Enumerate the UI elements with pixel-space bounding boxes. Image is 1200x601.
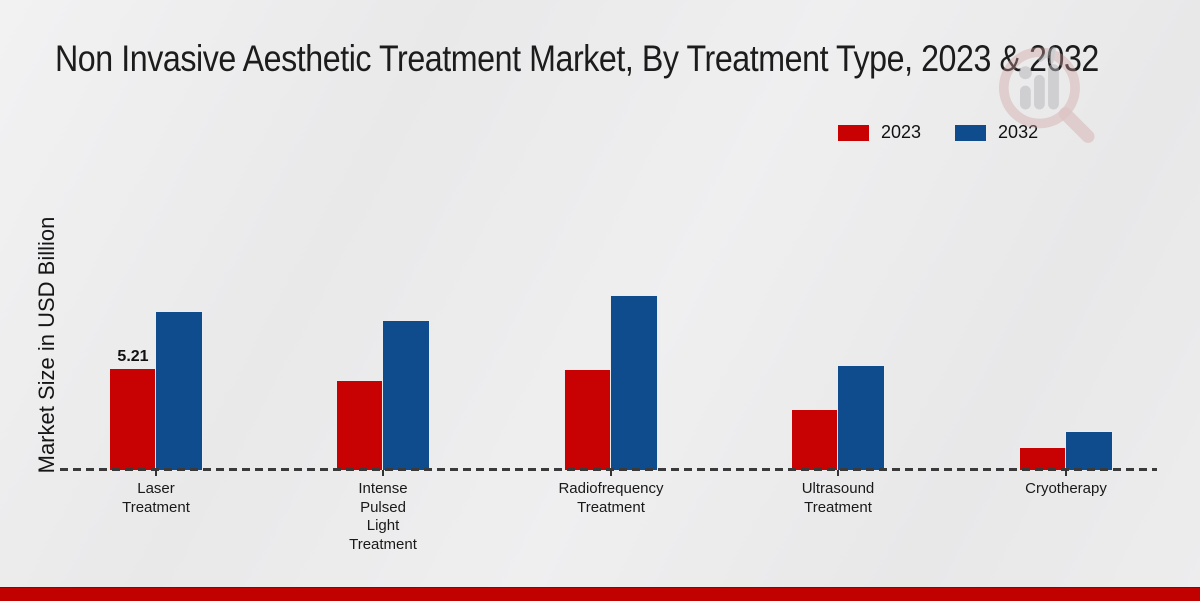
x-axis-tick-2	[382, 470, 384, 476]
bar-2023-laser-treatment	[109, 368, 157, 471]
legend-swatch-2032	[955, 124, 987, 141]
bar-2032-radiofrequency-treatment	[610, 295, 658, 471]
bar-2023-intense-pulsed-light-treatment	[336, 380, 384, 471]
bar-2023-cryotherapy	[1019, 447, 1067, 471]
bar-2032-cryotherapy	[1065, 431, 1113, 471]
legend-swatch-2023	[838, 124, 869, 141]
x-axis-baseline	[60, 468, 1157, 471]
legend-label-2023: 2023	[881, 122, 922, 142]
chart-title: Non Invasive Aesthetic Treatment Market,…	[55, 38, 1099, 79]
x-axis-category-label-1: Laser Treatment	[122, 480, 190, 516]
x-axis-category-label-5: Cryotherapy	[1025, 480, 1107, 497]
x-axis-tick-3	[610, 470, 612, 476]
magnifier-bar-chart-logo-icon	[998, 46, 1095, 143]
legend-label-2032: 2032	[998, 122, 1039, 142]
x-axis-category-label-2: Intense Pulsed Light Treatment	[349, 480, 417, 553]
bar-2023-radiofrequency-treatment	[564, 369, 612, 471]
x-axis-tick-1	[155, 470, 157, 476]
x-axis-tick-4	[837, 470, 839, 476]
x-axis-category-label-3: Radiofrequency Treatment	[558, 480, 664, 516]
legend-item-2023: 2023	[838, 122, 921, 143]
bar-value-label: 5.21	[117, 348, 149, 365]
legend-item-2032: 2032	[955, 122, 1038, 143]
bar-2032-intense-pulsed-light-treatment	[382, 320, 430, 471]
bar-2032-laser-treatment	[155, 311, 203, 471]
x-axis-tick-5	[1065, 470, 1067, 476]
bar-2032-ultrasound-treatment	[837, 365, 885, 471]
footer-accent-strip	[0, 587, 1200, 601]
x-axis-category-label-4: Ultrasound Treatment	[801, 480, 875, 516]
bar-2023-ultrasound-treatment	[791, 409, 839, 471]
legend: 2023 2032	[838, 122, 1038, 143]
